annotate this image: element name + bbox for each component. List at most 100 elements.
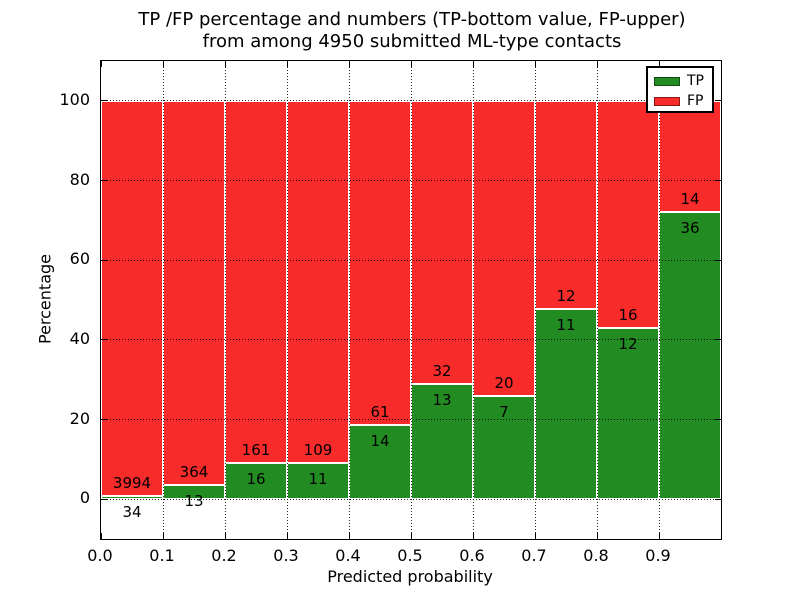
y-tick-mark [101, 419, 107, 420]
x-tick-label: 0.3 [273, 546, 299, 565]
bar-tp-segment [597, 328, 659, 500]
x-tick-mark [472, 61, 474, 67]
x-tick-mark [410, 533, 412, 539]
gridline-vertical [658, 61, 660, 539]
legend-swatch-tp [654, 76, 680, 86]
x-tick-label: 0.1 [149, 546, 175, 565]
bar-fp-segment [659, 100, 721, 213]
y-tick-mark [715, 259, 721, 261]
x-tick-mark [100, 61, 102, 67]
legend-swatch-fp [654, 96, 680, 106]
gridline-vertical [534, 61, 536, 539]
tp-count-label: 16 [246, 470, 266, 489]
y-tick-mark [101, 259, 107, 261]
x-tick-label: 0.7 [521, 546, 547, 565]
bar-fp-segment [597, 100, 659, 329]
legend-label-tp: TP [687, 73, 704, 89]
x-tick-mark [348, 61, 350, 67]
x-tick-label: 0.4 [335, 546, 361, 565]
x-tick-label: 0.5 [397, 546, 423, 565]
bar-tp-segment [349, 424, 411, 500]
fp-count-label: 3994 [112, 473, 152, 492]
gridline-vertical [286, 61, 288, 539]
bar-fp-segment [101, 100, 163, 496]
y-tick-mark [715, 498, 721, 500]
x-tick-mark [596, 533, 598, 539]
fp-count-label: 12 [556, 286, 576, 305]
x-tick-label: 0.8 [583, 546, 609, 565]
y-tick-mark [101, 498, 107, 500]
x-tick-mark [658, 61, 660, 67]
tp-count-label: 36 [680, 219, 700, 238]
y-tick-mark [101, 180, 107, 181]
fp-count-label: 16 [618, 306, 638, 325]
tp-count-label: 7 [499, 402, 509, 421]
legend-item-fp: FP [654, 91, 712, 111]
fp-count-label: 32 [432, 362, 452, 381]
x-tick-mark [286, 61, 288, 67]
gridline-vertical [472, 61, 474, 539]
y-tick-label: 20 [69, 408, 90, 428]
x-tick-mark [224, 61, 226, 67]
bar-fp-segment [473, 100, 535, 396]
bar-fp-segment [163, 100, 225, 486]
fp-count-label: 364 [179, 463, 209, 482]
legend-item-tp: TP [654, 71, 712, 91]
y-tick-mark [715, 180, 721, 181]
gridline-vertical [410, 61, 412, 539]
bar-tp-segment [535, 308, 597, 500]
tp-count-label: 13 [184, 492, 204, 511]
x-tick-mark [286, 533, 288, 539]
y-tick-mark [715, 419, 721, 420]
y-tick-label: 80 [69, 169, 90, 189]
chart-title: TP /FP percentage and numbers (TP-bottom… [24, 9, 800, 53]
chart-title-line2: from among 4950 submitted ML-type contac… [202, 31, 622, 52]
x-axis-label: Predicted probability [327, 567, 493, 586]
legend-label-fp: FP [687, 93, 704, 109]
x-tick-label: 0.9 [645, 546, 671, 565]
fp-count-label: 14 [680, 190, 700, 209]
y-tick-label: 100 [59, 89, 90, 109]
fp-count-label: 109 [303, 440, 333, 459]
legend: TP FP [646, 66, 714, 113]
gridline-vertical [348, 61, 350, 539]
x-tick-mark [472, 533, 474, 539]
gridline-vertical [596, 61, 598, 539]
x-tick-mark [162, 533, 164, 539]
x-tick-label: 0.2 [211, 546, 237, 565]
bar-fp-segment [411, 100, 473, 385]
gridline-vertical [224, 61, 226, 539]
gridline-vertical [162, 61, 164, 539]
x-tick-mark [534, 533, 536, 539]
fp-count-label: 20 [494, 373, 514, 392]
plot-area: 3994 34 364 13 161 16 109 11 61 14 32 13 20 7 12 11 16 12… [100, 60, 722, 540]
x-tick-mark [596, 61, 598, 67]
x-tick-mark [162, 61, 164, 67]
tp-count-label: 11 [308, 469, 328, 488]
bar-fp-segment [225, 100, 287, 464]
x-tick-label: 0.0 [87, 546, 113, 565]
bar-tp-segment [473, 395, 535, 500]
bar-fp-segment [535, 100, 597, 309]
x-tick-label: 0.6 [459, 546, 485, 565]
x-tick-mark [224, 533, 226, 539]
tp-count-label: 13 [432, 391, 452, 410]
x-tick-mark [410, 61, 412, 67]
fp-count-label: 161 [241, 441, 271, 460]
tp-count-label: 12 [618, 335, 638, 354]
y-tick-mark [101, 100, 107, 102]
bar-tp-segment [411, 384, 473, 500]
x-tick-mark [534, 61, 536, 67]
bar-tp-segment [659, 212, 721, 500]
y-tick-mark [715, 339, 721, 341]
tp-count-label: 11 [556, 315, 576, 334]
y-tick-mark [715, 100, 721, 102]
fp-count-label: 61 [370, 402, 390, 421]
y-tick-mark [101, 339, 107, 341]
y-tick-label: 0 [79, 488, 90, 508]
bar-fp-segment [287, 100, 349, 463]
chart-title-line1: TP /FP percentage and numbers (TP-bottom… [138, 9, 686, 30]
x-tick-mark [100, 533, 102, 539]
x-tick-mark [658, 533, 660, 539]
